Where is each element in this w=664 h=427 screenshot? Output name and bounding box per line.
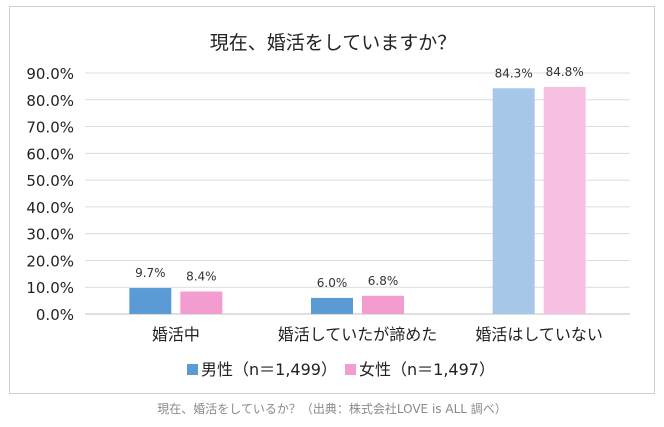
bar: [492, 88, 535, 314]
y-tick-label: 80.0%: [26, 92, 74, 110]
source-caption: 現在、婚活をしているか？（出典：株式会社LOVE is ALL 調べ）: [157, 402, 507, 416]
x-tick-label: 婚活中: [152, 325, 200, 344]
legend: 男性（n＝1,499） 女性（n＝1,497）: [187, 360, 495, 379]
x-tick-label: 婚活していたが諦めた: [278, 325, 438, 344]
data-label: 9.7%: [135, 266, 166, 280]
legend-label: 女性（n＝1,497）: [359, 360, 495, 379]
data-label: 84.3%: [495, 66, 533, 80]
chart-frame: 現在、婚活をしていますか？ 0.0% 10.0% 20.0% 30.0% 40.0% 50…: [9, 6, 655, 394]
y-tick-label: 10.0%: [26, 279, 74, 297]
bar: [180, 291, 223, 314]
y-tick-label: 90.0%: [26, 65, 74, 83]
y-tick-label: 50.0%: [26, 172, 74, 190]
legend-label: 男性（n＝1,499）: [201, 360, 337, 379]
data-label: 6.8%: [368, 274, 399, 288]
bar: [362, 295, 404, 314]
bars: 9.7% 8.4% 6.0% 6.8% 84.3% 84.8%: [129, 65, 586, 315]
y-tick-label: 0.0%: [36, 306, 74, 324]
data-label: 84.8%: [546, 65, 584, 79]
legend-swatch: [187, 364, 198, 375]
legend-swatch: [345, 364, 356, 375]
data-label: 8.4%: [186, 270, 217, 284]
grid-lines: [85, 72, 630, 315]
y-tick-label: 60.0%: [26, 145, 74, 163]
y-tick-label: 20.0%: [26, 252, 74, 270]
bar: [311, 297, 353, 314]
x-tick-label: 婚活はしていない: [475, 325, 603, 344]
y-tick-label: 40.0%: [26, 199, 74, 217]
y-tick-label: 70.0%: [26, 119, 74, 137]
y-tick-label: 30.0%: [26, 226, 74, 244]
x-axis-labels: 婚活中 婚活していたが諦めた 婚活はしていない: [152, 325, 603, 344]
chart-title: 現在、婚活をしていますか？: [210, 32, 456, 54]
bar: [543, 86, 586, 315]
bar: [129, 288, 172, 314]
y-axis-ticks: 0.0% 10.0% 20.0% 30.0% 40.0% 50.0% 60.0% 70.0% 8…: [26, 65, 74, 324]
bar-chart: 現在、婚活をしていますか？ 0.0% 10.0% 20.0% 30.0% 40.0% 50…: [26, 32, 630, 379]
data-label: 6.0%: [317, 276, 348, 290]
